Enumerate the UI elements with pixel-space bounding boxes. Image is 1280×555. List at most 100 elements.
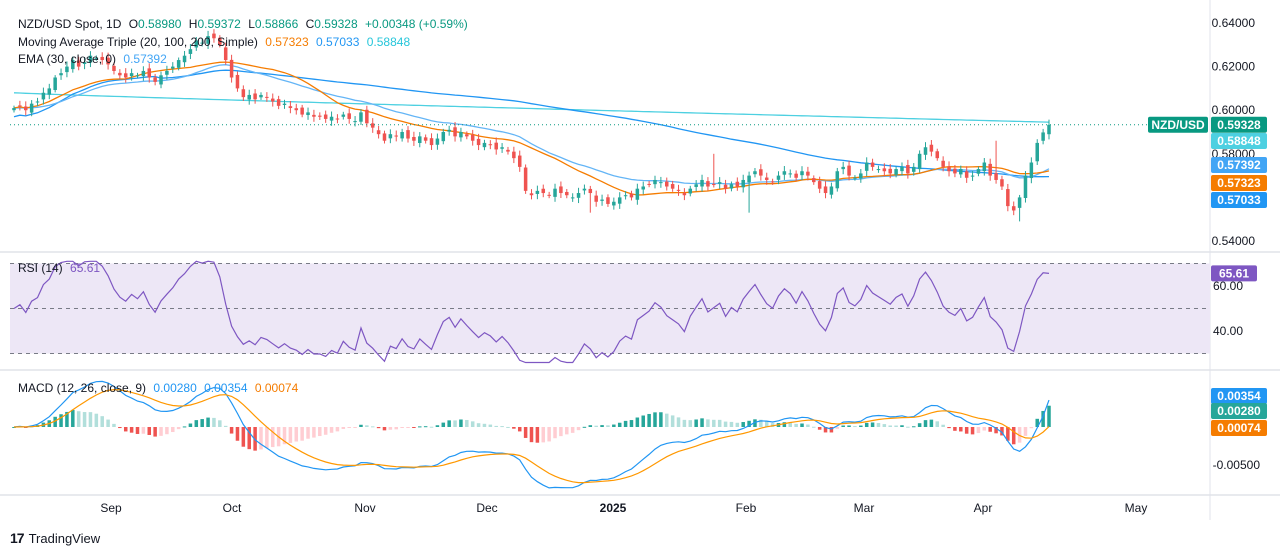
macd-histogram-bar [459,419,463,427]
macd-histogram-bar [700,418,704,427]
ma200-line [13,92,1050,123]
rsi-tick-label: 60.00 [1213,279,1243,293]
candle-body [829,186,834,195]
candle-body [929,144,934,152]
candle-body [400,132,404,139]
macd-histogram-bar [294,427,299,442]
candle-body [723,184,728,189]
macd-histogram-bar [206,417,210,427]
candle-body [229,59,234,78]
series-price-tag: 0.57392 [1217,158,1261,172]
candle-body [259,94,263,98]
candle-body [812,178,816,183]
candle-body [82,62,87,64]
candle-body [823,186,828,194]
macd-histogram-bar [282,427,287,445]
price-tick-label: 0.54000 [1212,234,1256,248]
candle-body [759,169,763,176]
candle-body [382,133,387,141]
candle-body [412,136,416,141]
candle-body [106,57,110,65]
low-value: 0.58866 [254,17,299,31]
candle-body [764,177,769,180]
candle-body [1011,206,1016,211]
candle-body [441,132,446,142]
candle-body [353,121,357,123]
candle-body [588,188,593,194]
macd-value-tag: 0.00280 [1217,404,1261,418]
macd-histogram-bar [894,425,898,427]
candle-body [470,134,475,141]
candle-body [206,36,210,44]
rsi-line [13,260,1050,364]
pair-name-tag-bg [1148,116,1208,133]
rsi-value-tag-bg [1211,265,1257,282]
candle-body [817,181,822,189]
candle-body [935,151,940,159]
brand-name: TradingView [28,530,101,546]
macd-histogram-bar [582,426,587,428]
macd-histogram-bar [547,427,551,442]
candle-body [423,137,428,141]
macd-histogram-bar [476,423,481,427]
candle-body [900,166,904,172]
series-price-tag: 0.57323 [1217,176,1261,190]
macd-histogram-bar [541,427,546,443]
macd-pane[interactable] [12,380,1051,489]
candle-body [235,74,240,89]
candle-body [806,171,810,176]
macd-histogram-bar [494,425,498,427]
candle-body [12,108,16,111]
candle-body [459,132,463,138]
rsi-value: 65.61 [70,261,101,275]
candle-body [753,171,757,175]
candle-body [159,75,163,85]
macd-hist-tag-bg [1211,420,1267,436]
macd-histogram-bar [441,422,446,427]
macd-histogram-bar [365,425,369,427]
macd-histogram-bar [623,420,628,427]
rsi-pane[interactable] [10,260,1210,364]
macd-histogram-bar [717,419,722,427]
candle-body [359,112,363,122]
high-value: 0.59372 [197,17,241,31]
series-price-tag-bg [1211,133,1267,149]
candle-body [576,193,581,198]
candle-body [447,129,451,132]
macd-histogram-bar [153,427,157,437]
macd-histogram-bar [223,425,228,427]
pair-name-tag: NZD/USD [1151,118,1205,132]
candle-body [453,127,457,137]
candle-body [147,68,152,78]
tradingview-logo[interactable]: 17 TradingView [10,530,100,546]
candle-body [535,190,540,194]
price-pane[interactable] [10,29,1210,222]
macd-histogram-bar [259,427,263,450]
last-price-tag-bg [1211,116,1267,133]
macd-histogram-bar [982,427,987,431]
candle-body [47,88,52,95]
candle-body [870,162,875,167]
macd-histogram-bar [906,426,910,428]
close-label: C [305,17,315,31]
candle-body [970,175,975,177]
hist-value: 0.00074 [254,381,299,395]
macd-histogram-bar [665,413,669,427]
macd-histogram-bar [1047,405,1051,427]
macd-histogram-bar [1041,410,1045,427]
macd-histogram-bar [82,412,87,427]
macd-histogram-bar [65,411,69,427]
candle-body [1017,197,1022,208]
candle-body [71,60,75,70]
change-value: +0.00348 (+0.59%) [365,17,468,31]
candle-body [841,166,845,170]
candle-body [165,70,169,75]
macd-histogram-bar [429,426,434,428]
candle-body [112,65,116,71]
price-tick-label: 0.60000 [1212,103,1256,117]
candle-body [500,147,504,149]
macd-histogram-bar [641,415,645,427]
candle-body [323,114,328,119]
candle-body [59,73,63,76]
